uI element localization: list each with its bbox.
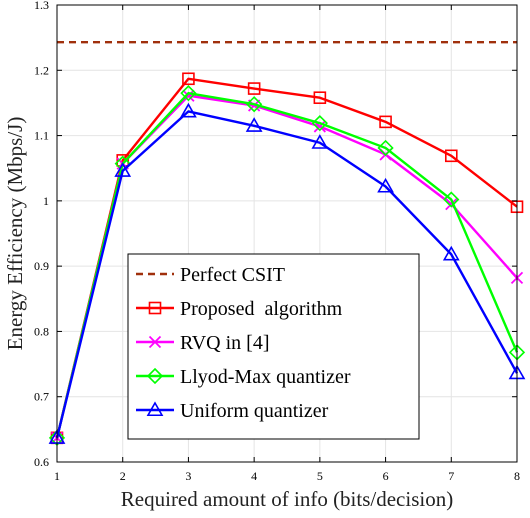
legend-box — [127, 253, 420, 440]
data-point — [246, 96, 263, 113]
plot-frame — [56, 4, 518, 463]
axis-ticks: 1 2 3 4 5 6 7 8 0.6 0.7 0.8 0.9 1 1.1 1.2 1.3 — [34, 0, 520, 483]
legend-label: Proposed algorithm — [180, 298, 343, 320]
legend-marker — [148, 335, 162, 349]
legend-marker — [148, 301, 162, 315]
series-4 — [48, 102, 526, 444]
legend-entry: Llyod-Max quantizer — [136, 366, 351, 388]
legend-label: Perfect CSIT — [180, 264, 285, 286]
y-tick-label: 0.6 — [34, 455, 49, 469]
data-point — [182, 72, 195, 86]
y-tick-label: 0.8 — [34, 324, 49, 338]
y-tick-label: 1.1 — [34, 129, 49, 143]
series-line — [55, 110, 519, 439]
data-point — [114, 162, 132, 177]
x-tick-label: 1 — [54, 469, 60, 483]
legend-entry: Proposed algorithm — [136, 298, 343, 320]
x-marker-stroke — [313, 120, 326, 133]
data-point — [245, 117, 263, 132]
series-line — [55, 77, 518, 439]
legend-entry: Perfect CSIT — [136, 264, 285, 286]
data-point — [379, 115, 392, 129]
data-point — [313, 91, 327, 105]
data-point — [443, 191, 460, 208]
data-point — [377, 177, 394, 193]
x-tick-label: 6 — [383, 469, 389, 483]
y-axis-label: Energy Efficiency (Mbps/J) — [3, 117, 27, 351]
data-point — [444, 149, 458, 163]
x-tick-label: 5 — [317, 469, 323, 483]
y-tick-label: 1.2 — [34, 63, 49, 77]
legend-marker — [146, 401, 164, 417]
data-point — [311, 115, 328, 132]
x-tick-label: 4 — [251, 469, 257, 483]
y-tick-label: 0.7 — [34, 390, 49, 404]
legend-label: Uniform quantizer — [180, 400, 329, 422]
x-axis-label: Required amount of info (bits/decision) — [121, 487, 453, 511]
data-point — [180, 102, 197, 118]
legend-entry: Uniform quantizer — [136, 400, 329, 422]
legend-label: Llyod-Max quantizer — [180, 366, 351, 388]
data-point — [182, 89, 195, 102]
data-point — [247, 82, 261, 95]
data-point — [311, 134, 329, 149]
y-tick-label: 1.3 — [34, 0, 49, 12]
legend-marker — [146, 367, 164, 385]
legend-label: RVQ in [4] — [180, 332, 270, 354]
x-tick-label: 8 — [514, 469, 520, 483]
x-marker-stroke — [148, 335, 162, 349]
x-marker-stroke — [182, 89, 195, 102]
y-tick-label: 0.9 — [34, 259, 49, 273]
series-line — [55, 91, 519, 439]
x-marker-stroke — [445, 197, 458, 211]
legend-entry: RVQ in [4] — [136, 332, 270, 354]
data-point — [377, 139, 394, 157]
x-tick-label: 7 — [448, 469, 454, 483]
data-point — [180, 85, 197, 102]
y-tick-label: 1 — [43, 194, 49, 208]
series-lines — [48, 41, 526, 446]
data-point — [442, 245, 460, 261]
x-tick-label: 3 — [185, 469, 191, 483]
legend: Perfect CSIT Proposed algorithm RVQ in [4]… — [127, 253, 420, 440]
x-tick-label: 2 — [120, 469, 126, 483]
